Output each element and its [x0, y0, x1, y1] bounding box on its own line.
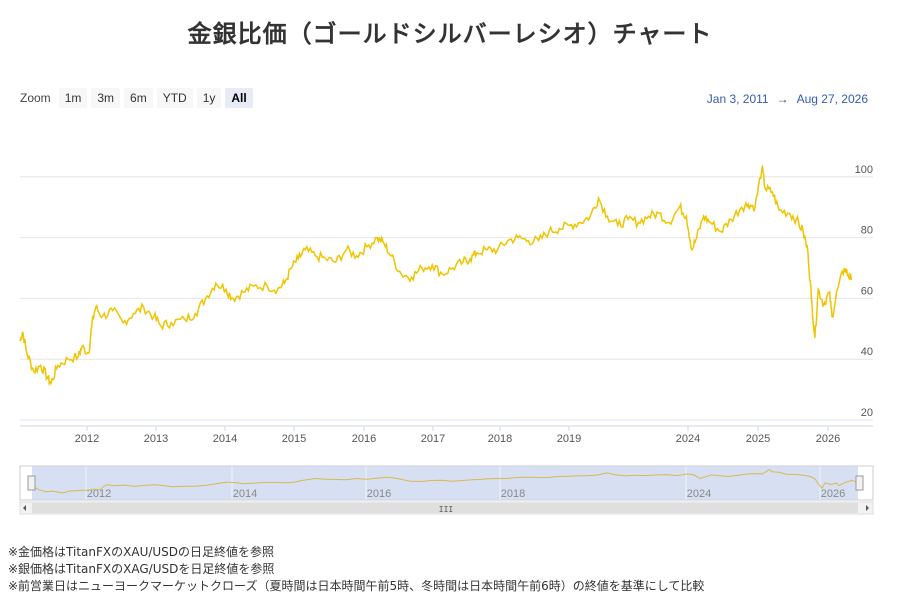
- navigator-series-line: [31, 469, 859, 494]
- zoom-all-button[interactable]: All: [225, 88, 253, 108]
- zoom-6m-button[interactable]: 6m: [124, 88, 153, 108]
- x-tick-label: 2018: [488, 433, 512, 445]
- y-tick-label: 60: [861, 285, 873, 297]
- zoom-ytd-button[interactable]: YTD: [156, 88, 193, 108]
- navigator-tick-label: 2018: [501, 488, 525, 500]
- scroll-right-icon[interactable]: [866, 505, 869, 511]
- range-arrow: →: [776, 92, 789, 106]
- y-tick-label: 40: [861, 346, 873, 358]
- x-axis-ticks: 2012 2013 2014 2015 2016 2017 2018 2019 2024 2025…: [75, 426, 840, 445]
- navigator-right-handle[interactable]: [855, 475, 864, 491]
- navigator-left-handle[interactable]: [27, 475, 36, 491]
- zoom-bar: Zoom 1m 3m 6m YTD 1y All: [20, 88, 253, 108]
- scroll-left-icon[interactable]: [23, 505, 26, 511]
- scrollbar-thumb[interactable]: [32, 503, 858, 513]
- zoom-1m-button[interactable]: 1m: [58, 88, 88, 108]
- y-tick-label: 80: [861, 225, 873, 237]
- x-tick-label: 2014: [213, 433, 237, 445]
- chart-title: 金銀比価（ゴールドシルバーレシオ）チャート: [187, 20, 713, 48]
- ratio-series-line: [19, 164, 853, 387]
- navigator-tick-label: 2024: [687, 488, 711, 500]
- scrollbar-grip: III: [439, 505, 454, 514]
- navigator-selection[interactable]: [32, 466, 858, 500]
- y-tick-label: 20: [861, 407, 873, 419]
- footnote-gold: ※金価格はTitanFXのXAU/USDの日足終値を参照: [8, 545, 275, 559]
- range-to-input[interactable]: Aug 27, 2026: [796, 92, 868, 106]
- navigator-tick-label: 2026: [821, 488, 845, 500]
- x-tick-label: 2012: [75, 433, 99, 445]
- x-tick-label: 2024: [676, 433, 700, 445]
- grid-lines: [20, 176, 873, 421]
- footnote-silver: ※銀価格はTitanFXのXAG/USDを日足終値を参照: [8, 562, 275, 576]
- y-tick-label: 100: [855, 164, 873, 176]
- navigator-ticks: 2012 2014 2016 2018 2024 2026: [85, 466, 845, 500]
- zoom-3m-button[interactable]: 3m: [91, 88, 121, 108]
- navigator-tick-label: 2016: [367, 488, 391, 500]
- x-tick-label: 2025: [746, 433, 770, 445]
- navigator-tick-label: 2014: [233, 488, 257, 500]
- x-tick-label: 2026: [816, 433, 840, 445]
- range-from-input[interactable]: Jan 3, 2011: [706, 92, 769, 106]
- date-range: Jan 3, 2011 → Aug 27, 2026: [707, 92, 868, 106]
- zoom-label: Zoom: [20, 91, 51, 105]
- y-axis-ticks: 20 40 60 80 100: [855, 164, 873, 419]
- x-tick-label: 2019: [557, 433, 581, 445]
- footnote-close: ※前営業日はニューヨークマーケットクローズ（夏時間は日本時間午前5時、冬時間は日…: [8, 579, 705, 593]
- x-tick-label: 2016: [352, 433, 376, 445]
- x-tick-label: 2017: [421, 433, 445, 445]
- footnotes: ※金価格はTitanFXのXAU/USDの日足終値を参照 ※銀価格はTitanF…: [8, 544, 704, 595]
- x-tick-label: 2015: [282, 433, 306, 445]
- zoom-1y-button[interactable]: 1y: [196, 88, 222, 108]
- navigator-tick-label: 2012: [87, 488, 111, 500]
- x-tick-label: 2013: [144, 433, 168, 445]
